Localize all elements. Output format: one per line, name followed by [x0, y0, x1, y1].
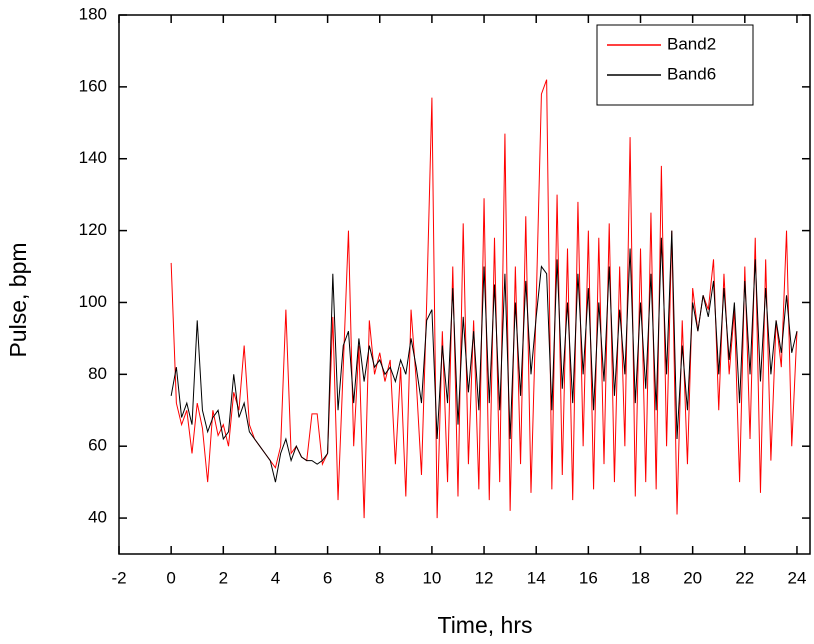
y-tick-label: 100 [79, 292, 107, 311]
y-axis-label: Pulse, bpm [5, 242, 31, 357]
x-tick-label: 12 [475, 568, 494, 587]
y-tick-label: 120 [79, 220, 107, 239]
y-tick-label: 160 [79, 76, 107, 95]
x-tick-label: 20 [683, 568, 702, 587]
x-tick-label: 22 [735, 568, 754, 587]
x-tick-label: 8 [375, 568, 384, 587]
y-tick-label: 80 [88, 364, 107, 383]
y-tick-label: 140 [79, 148, 107, 167]
x-tick-label: 10 [422, 568, 441, 587]
y-tick-label: 180 [79, 4, 107, 23]
x-tick-label: 14 [527, 568, 546, 587]
y-tick-label: 60 [88, 436, 107, 455]
x-tick-label: 0 [166, 568, 175, 587]
series-line [170, 230, 798, 483]
x-tick-label: 4 [271, 568, 280, 587]
x-tick-label: 18 [631, 568, 650, 587]
x-axis-label: Time, hrs [438, 612, 533, 638]
plot-frame [118, 14, 811, 555]
y-tick-label: 40 [88, 508, 107, 527]
x-tick-label: 2 [219, 568, 228, 587]
x-tick-label: 16 [579, 568, 598, 587]
x-tick-label: 6 [323, 568, 332, 587]
series-line [170, 79, 798, 519]
x-tick-label: 24 [788, 568, 807, 587]
x-tick-label: -2 [111, 568, 126, 587]
legend-label: Band2 [667, 34, 716, 53]
legend-box [596, 24, 754, 106]
legend-label: Band6 [667, 64, 716, 83]
